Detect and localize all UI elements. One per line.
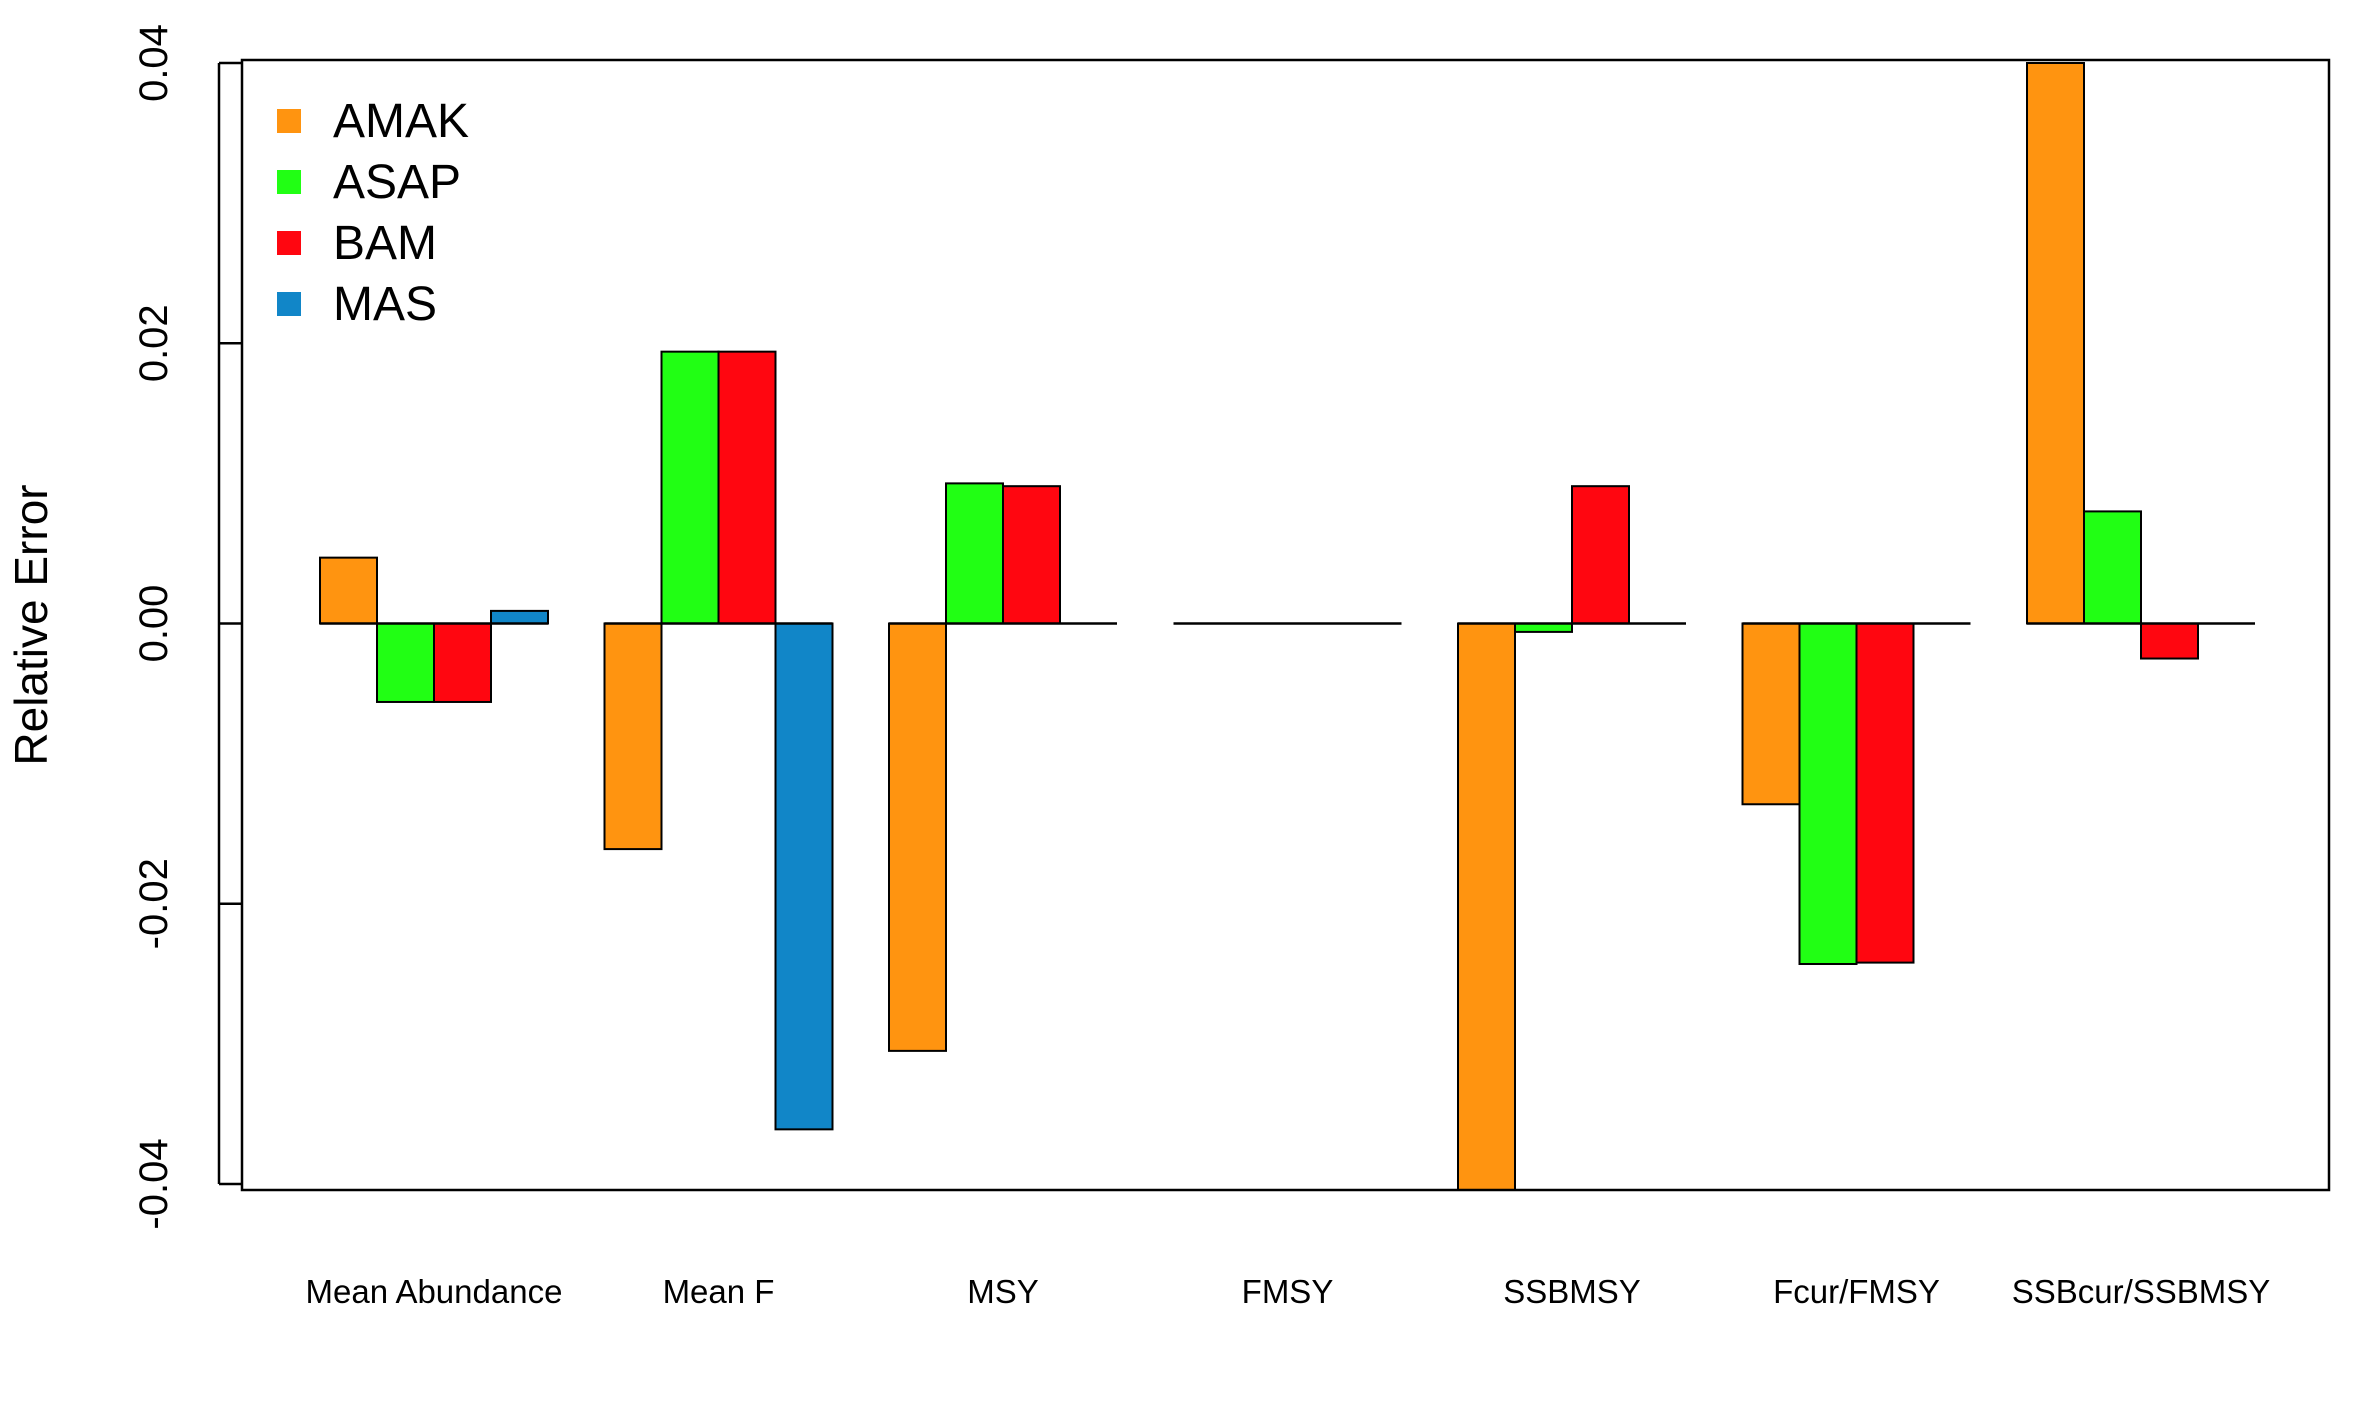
bar-asap-ssbcur-ssbmsy [2083, 510, 2142, 625]
bar-mas-mean-abundance [490, 609, 549, 625]
y-axis-title: Relative Error [5, 484, 57, 765]
bars-layer [319, 62, 2199, 1191]
bar-amak-mean-f [603, 622, 663, 851]
bar-bam-mean-abundance [433, 622, 492, 703]
x-tick-label-mean-abundance: Mean Abundance [306, 1273, 563, 1310]
bar-bam-fcur-fmsy [1855, 622, 1915, 964]
legend-swatch-bam [277, 231, 301, 255]
y-tick-label: -0.04 [132, 1138, 176, 1229]
x-tick-label-mean-f: Mean F [663, 1273, 775, 1310]
y-tick-label: -0.02 [132, 858, 176, 949]
bar-asap-fcur-fmsy [1798, 622, 1858, 966]
y-axis: -0.04 -0.02 0.00 0.02 0.04 [132, 24, 242, 1230]
x-tick-label-ssbmsy: SSBMSY [1503, 1273, 1641, 1310]
bar-amak-fcur-fmsy [1741, 622, 1801, 806]
bar-amak-ssbcur-ssbmsy [2026, 62, 2085, 625]
legend-label-bam: BAM [333, 217, 437, 270]
bar-bam-ssbmsy [1571, 485, 1630, 625]
bar-bam-mean-f [717, 350, 777, 625]
legend-swatch-amak [277, 109, 301, 133]
bar-asap-mean-f [660, 350, 720, 625]
bar-amak-ssbmsy [1457, 622, 1516, 1191]
y-tick-label: 0.02 [132, 304, 176, 382]
x-tick-label-fmsy: FMSY [1242, 1273, 1334, 1310]
bar-mas-mean-f [774, 622, 834, 1131]
x-tick-label-msy: MSY [967, 1273, 1039, 1310]
x-axis-category-labels: Mean Abundance Mean F MSY FMSY SSBMSY Fcur/FM… [306, 1273, 2271, 1310]
bar-bam-ssbcur-ssbmsy [2140, 622, 2199, 660]
plot-frame [240, 58, 2331, 1192]
y-tick-label: 0.00 [132, 585, 176, 663]
legend-swatch-asap [277, 170, 301, 194]
bar-asap-ssbmsy [1514, 622, 1573, 633]
x-tick-label-fcur-fmsy: Fcur/FMSY [1773, 1273, 1940, 1310]
legend-label-mas: MAS [333, 278, 437, 331]
bar-bam-msy [1002, 485, 1061, 625]
bar-amak-mean-abundance [319, 556, 378, 625]
bar-amak-msy [888, 622, 947, 1052]
x-tick-label-ssbcur-ssbmsy: SSBcur/SSBMSY [2012, 1273, 2271, 1310]
legend-label-amak: AMAK [333, 95, 469, 148]
legend-swatch-mas [277, 292, 301, 316]
bar-asap-mean-abundance [376, 622, 435, 703]
legend: AMAK ASAP BAM MAS [277, 95, 469, 331]
legend-label-asap: ASAP [333, 156, 461, 209]
y-tick-label: 0.04 [132, 24, 176, 102]
bar-asap-msy [945, 482, 1004, 625]
